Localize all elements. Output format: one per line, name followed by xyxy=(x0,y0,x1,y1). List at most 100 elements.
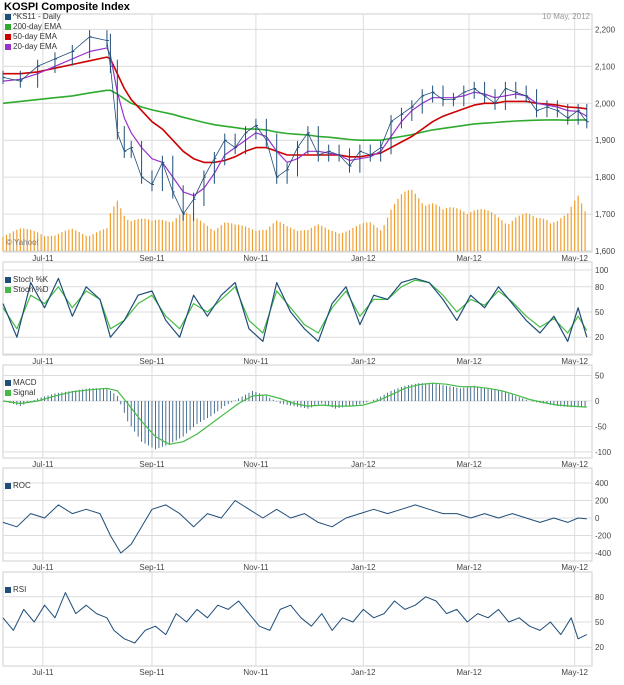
volume-bar xyxy=(99,230,101,251)
y-tick-label: 0 xyxy=(595,514,600,523)
x-tick-label: Jul-11 xyxy=(32,668,54,677)
volume-bar xyxy=(314,225,316,251)
volume-bar xyxy=(161,219,163,251)
volume-bar xyxy=(168,221,170,251)
volume-bar xyxy=(206,225,209,251)
volume-bar xyxy=(432,203,434,251)
volume-bar xyxy=(331,230,333,251)
volume-bar xyxy=(50,235,53,251)
volume-bar xyxy=(109,213,112,251)
y-tick-label: 200 xyxy=(595,497,609,506)
volume-bar xyxy=(563,215,565,251)
y-tick-label: -400 xyxy=(595,549,612,558)
y-tick-label: 20 xyxy=(595,643,604,652)
volume-bar xyxy=(438,206,441,251)
volume-bar xyxy=(338,233,340,251)
y-tick-label: -50 xyxy=(595,422,607,431)
volume-bar xyxy=(546,219,548,251)
legend-item-stoch-k: Stoch %K xyxy=(5,275,49,285)
y-tick-label: 2,100 xyxy=(595,62,616,71)
volume-bar xyxy=(37,232,39,251)
legend-swatch xyxy=(5,586,11,593)
volume-bar xyxy=(296,230,299,251)
volume-bar xyxy=(456,208,458,251)
volume-bar xyxy=(213,230,215,251)
volume-bar xyxy=(435,204,437,251)
volume-bar xyxy=(529,214,531,251)
volume-bar xyxy=(584,211,586,251)
y-tick-label: 1,600 xyxy=(595,247,616,256)
volume-bar xyxy=(525,213,527,251)
volume-bar xyxy=(134,219,136,251)
x-tick-label: Jul-11 xyxy=(32,357,54,366)
y-tick-label: 80 xyxy=(595,593,604,602)
volume-bar xyxy=(189,214,191,251)
x-tick-label: Jul-11 xyxy=(32,254,54,263)
volume-bar xyxy=(490,212,493,251)
volume-bar xyxy=(421,203,423,251)
volume-bar xyxy=(359,224,361,251)
volume-bar xyxy=(386,217,389,251)
volume-bar xyxy=(470,212,472,251)
volume-bar xyxy=(147,219,150,251)
volume-bar xyxy=(179,214,181,251)
chart-date: 10 May, 2012 xyxy=(542,12,590,21)
volume-bar xyxy=(400,194,403,251)
legend-item-roc: ROC xyxy=(5,481,31,491)
volume-bar xyxy=(269,226,271,251)
legend-label: 20-day EMA xyxy=(13,42,58,51)
volume-bar xyxy=(518,215,520,251)
volume-bar xyxy=(23,228,25,251)
panel-frame xyxy=(2,364,593,459)
volume-bar xyxy=(560,218,562,251)
volume-bar xyxy=(553,222,555,251)
legend-swatch xyxy=(5,23,11,30)
volume-bar xyxy=(137,219,139,251)
volume-bar xyxy=(144,218,146,251)
volume-bar xyxy=(244,226,247,251)
volume-bar xyxy=(369,222,371,251)
y-tick-label: 50 xyxy=(595,618,604,627)
y-tick-label: -100 xyxy=(595,448,612,457)
volume-bar xyxy=(276,220,278,251)
legend-item-signal: Signal xyxy=(5,388,37,398)
x-tick-label: Jan-12 xyxy=(351,460,376,469)
legend-swatch xyxy=(5,286,11,293)
legend-item-200ema: 200-day EMA xyxy=(5,22,61,32)
legend-swatch xyxy=(5,482,11,489)
volume-bar xyxy=(16,229,18,251)
panel-frame xyxy=(2,261,593,356)
volume-bar xyxy=(40,234,42,251)
y-tick-label: 50 xyxy=(595,308,604,317)
volume-bar xyxy=(75,230,77,251)
panel-frame xyxy=(2,467,593,562)
volume-bar xyxy=(497,217,500,251)
x-tick-label: Nov-11 xyxy=(243,357,269,366)
volume-bar xyxy=(43,236,46,251)
volume-bar xyxy=(5,234,8,251)
volume-bar xyxy=(466,214,468,251)
volume-bar xyxy=(231,223,233,251)
x-tick-label: Jul-11 xyxy=(32,460,54,469)
volume-bar xyxy=(106,228,108,251)
volume-bar xyxy=(515,217,517,251)
y-tick-label: 1,800 xyxy=(595,173,616,182)
legend-swatch xyxy=(5,379,11,386)
volume-bar xyxy=(89,235,91,251)
stoch-k-line xyxy=(2,277,588,342)
volume-bar xyxy=(279,222,281,251)
volume-bar xyxy=(151,220,153,251)
volume-bar xyxy=(411,189,413,251)
volume-bar xyxy=(64,230,66,251)
volume-bar xyxy=(68,229,70,251)
legend-swatch xyxy=(5,33,11,40)
volume-bar xyxy=(449,207,451,251)
volume-bar xyxy=(9,233,11,251)
volume-bar xyxy=(85,235,87,251)
volume-bar xyxy=(504,223,506,251)
legend-label: ^KS11 - Daily xyxy=(13,12,61,21)
volume-bar xyxy=(376,227,378,251)
volume-bar xyxy=(508,224,510,251)
y-tick-label: 2,200 xyxy=(595,25,616,34)
legend-label: Stoch %K xyxy=(13,275,49,284)
